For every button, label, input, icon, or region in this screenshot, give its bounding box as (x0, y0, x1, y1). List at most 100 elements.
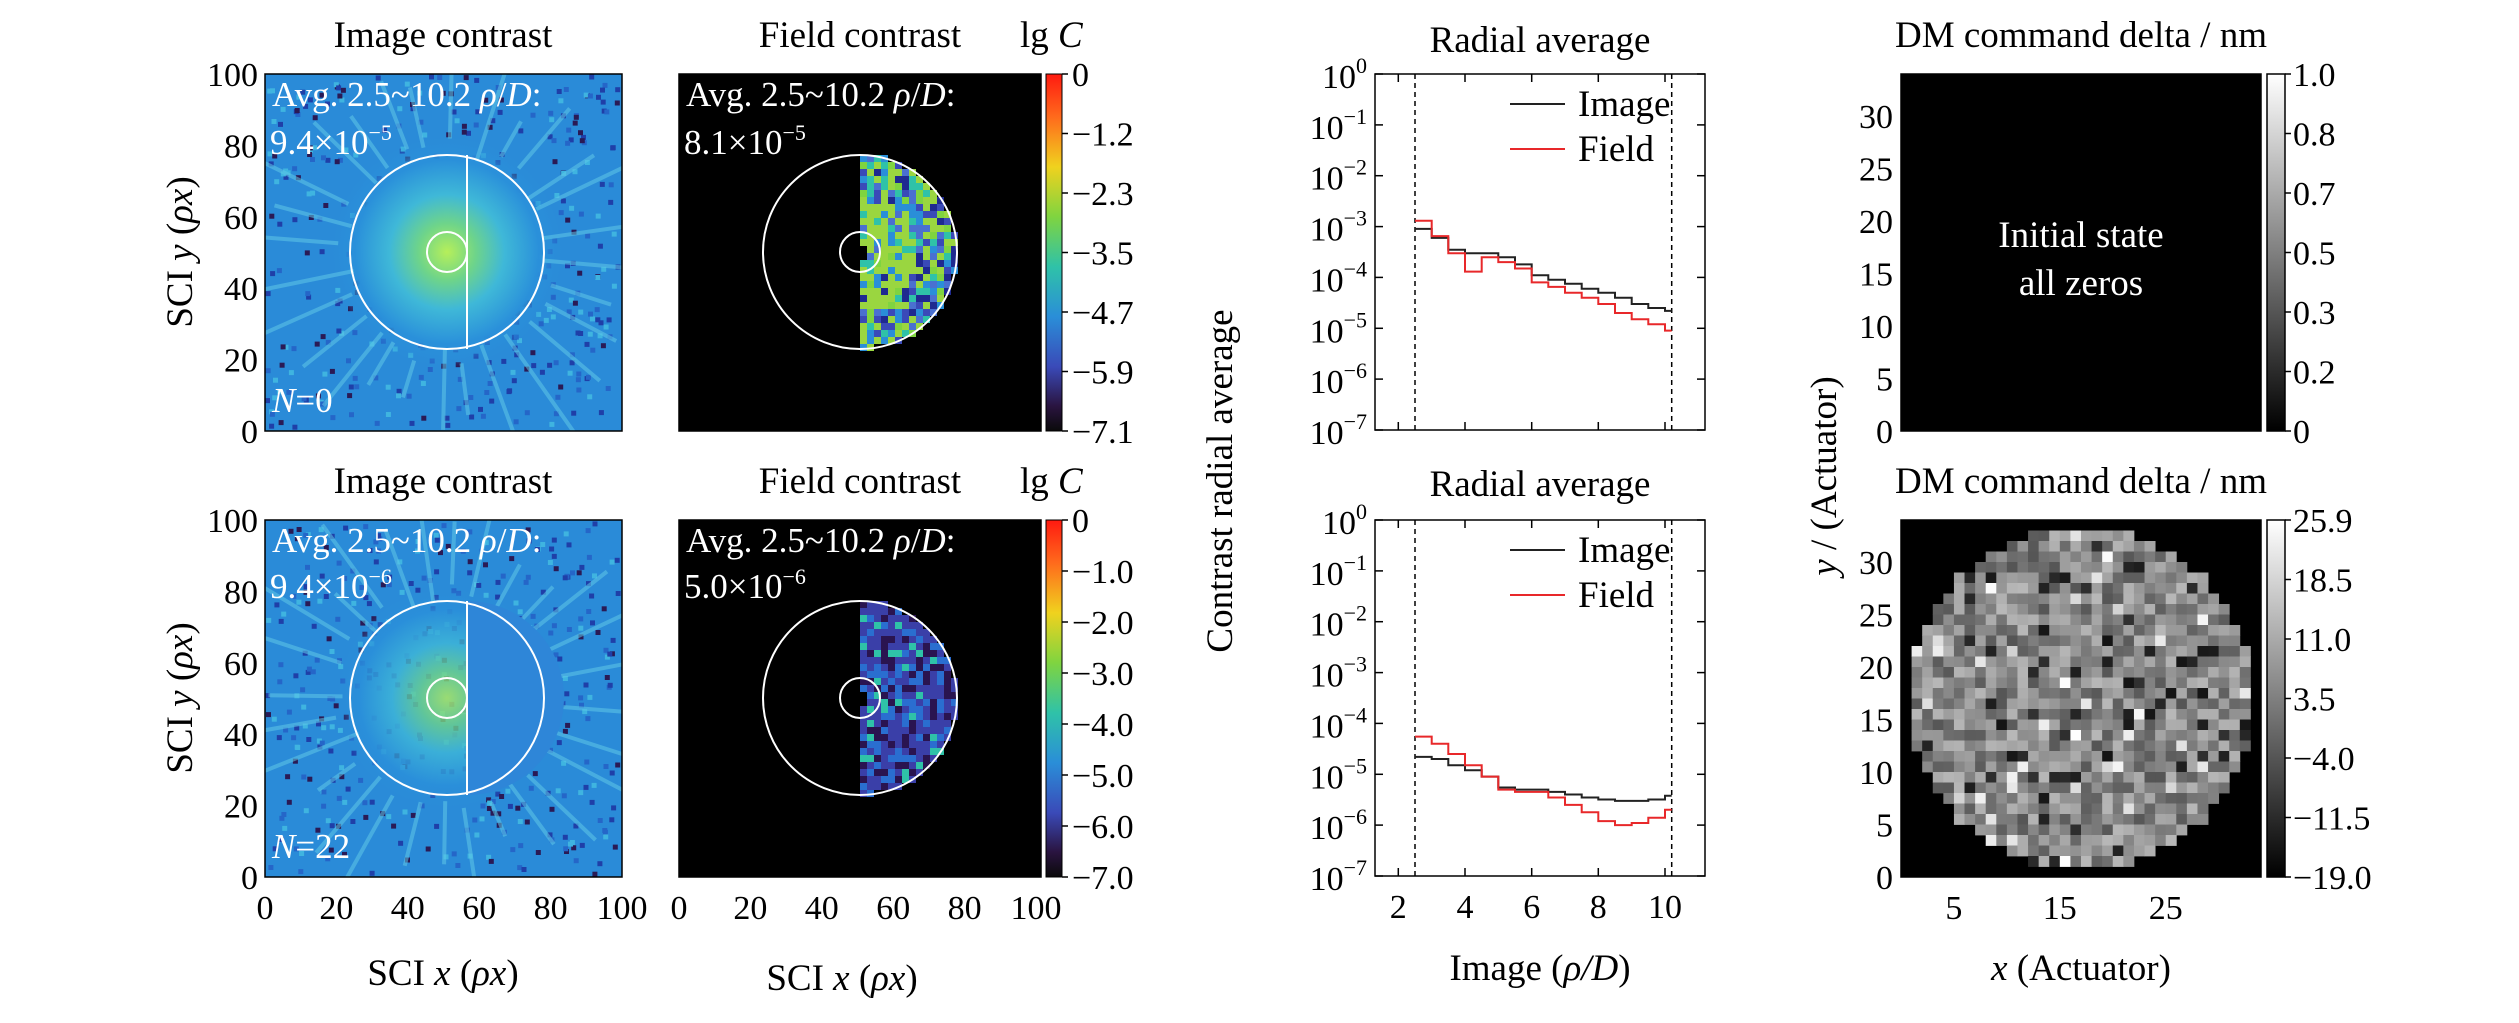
legend-label: Image (1578, 84, 1670, 125)
plot-frame (1374, 73, 1706, 431)
actuator-cell (2176, 730, 2188, 741)
actuator-cell (2229, 761, 2241, 773)
field-pixel (874, 183, 881, 190)
actuator-cell (1996, 761, 2008, 773)
noise-pixel (588, 311, 593, 317)
actuator-cell (2133, 614, 2145, 626)
y-tick-label: 10−5 (1310, 753, 1367, 796)
actuator-cell (2070, 719, 2082, 731)
actuator-cell (1985, 803, 1997, 815)
noise-pixel (322, 371, 328, 377)
actuator-cell (2176, 803, 2188, 815)
y-tick-label: 0 (1876, 860, 1893, 897)
noise-pixel (277, 679, 283, 685)
actuator-cell (2112, 856, 2124, 867)
field-pixel (923, 204, 930, 211)
field-pixel (874, 657, 881, 664)
noise-pixel (333, 703, 339, 709)
noise-pixel (549, 421, 555, 427)
field-pixel (902, 678, 909, 685)
actuator-cell (1975, 751, 1987, 762)
field-pixel (881, 706, 888, 713)
field-pixel (860, 316, 867, 323)
actuator-cell (2229, 625, 2241, 636)
field-pixel (895, 330, 902, 337)
field-pixel (937, 706, 944, 713)
field-pixel (909, 204, 916, 211)
actuator-cell (2006, 772, 2018, 783)
actuator-cell (2112, 751, 2124, 762)
noise-pixel (330, 696, 336, 702)
noise-pixel (278, 121, 283, 127)
noise-pixel (303, 589, 309, 595)
actuator-cell (2208, 719, 2220, 731)
actuator-cell (2017, 667, 2029, 678)
actuator-cell (2081, 845, 2092, 857)
noise-pixel (598, 410, 604, 416)
field-pixel (902, 643, 909, 650)
actuator-cell (2017, 677, 2029, 689)
field-pixel (909, 706, 916, 713)
actuator-cell (2144, 772, 2156, 783)
noise-pixel (305, 291, 311, 297)
field-pixel (930, 643, 937, 650)
field-pixel (916, 650, 923, 657)
actuator-cell (2112, 593, 2124, 605)
actuator-cell (2038, 698, 2050, 710)
actuator-cell (2165, 782, 2177, 794)
panel-title: Field contrast (759, 15, 962, 56)
actuator-cell (2197, 667, 2209, 678)
actuator-cell (2165, 719, 2177, 731)
field-pixel (888, 204, 895, 211)
actuator-cell (2081, 709, 2092, 720)
actuator-cell (2017, 772, 2029, 783)
actuator-cell (1985, 593, 1997, 605)
noise-pixel (385, 384, 391, 390)
field-contrast-panel-bottom: Field contrast lg C Avg. 2.5~10.2 ρ/D: 5… (671, 461, 1134, 999)
noise-pixel (461, 129, 467, 135)
noise-pixel (599, 181, 605, 187)
actuator-cell (2112, 562, 2124, 573)
actuator-cell (2006, 656, 2018, 668)
noise-pixel (528, 785, 534, 791)
noise-pixel (345, 786, 351, 792)
field-pixel (909, 650, 916, 657)
field-pixel (937, 260, 944, 267)
x-tick-label: 5 (1945, 890, 1962, 927)
field-pixel (909, 176, 916, 183)
noise-pixel (505, 788, 511, 794)
field-pixel (895, 309, 902, 316)
field-pixel (874, 176, 881, 183)
field-pixel (860, 685, 867, 692)
actuator-cell (1943, 604, 1955, 615)
field-pixel (881, 323, 888, 330)
noise-pixel (328, 847, 334, 853)
field-pixel (888, 685, 895, 692)
field-pixel (902, 218, 909, 225)
field-pixel (923, 664, 930, 671)
actuator-cell (2059, 530, 2071, 542)
noise-pixel (530, 112, 536, 118)
actuator-cell (2059, 740, 2071, 752)
actuator-cell (2123, 761, 2135, 773)
noise-pixel (513, 600, 519, 606)
actuator-cell (2070, 677, 2082, 689)
noise-pixel (547, 560, 553, 565)
field-pixel (867, 713, 874, 720)
noise-pixel (269, 213, 275, 219)
actuator-cell (2070, 688, 2082, 699)
actuator-cell (2006, 604, 2018, 615)
actuator-cell (2239, 646, 2251, 657)
actuator-cell (2144, 698, 2156, 710)
noise-pixel (575, 330, 581, 336)
actuator-cell (2102, 793, 2114, 804)
field-pixel (874, 622, 881, 629)
dark-hole-right-half (467, 601, 564, 795)
actuator-cell (2186, 730, 2198, 741)
actuator-cell (2038, 824, 2050, 836)
noise-pixel (323, 203, 329, 208)
field-pixel (902, 615, 909, 622)
field-pixel (867, 162, 874, 169)
field-pixel (916, 183, 923, 190)
actuator-cell (1975, 782, 1987, 794)
